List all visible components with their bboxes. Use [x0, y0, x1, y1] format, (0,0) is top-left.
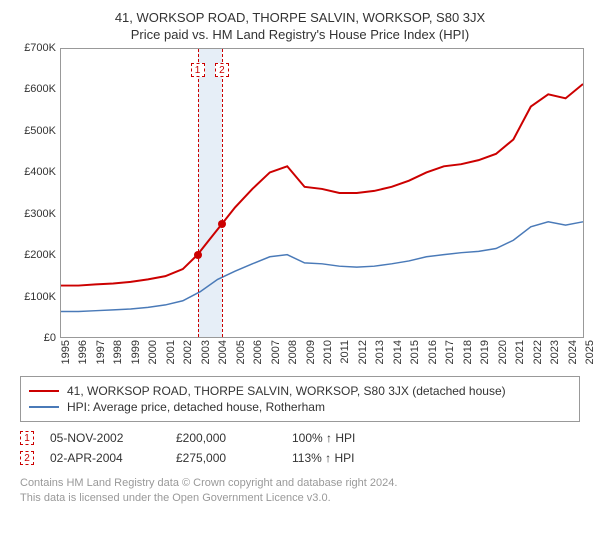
x-tick-label: 2015 [409, 340, 421, 364]
footer-line: This data is licensed under the Open Gov… [20, 491, 580, 506]
x-axis: 1995 1996 1997 1998 1999 2000 2001 2002 2003 2004… [60, 338, 584, 368]
chart: £0£100K£200K£300K£400K£500K£600K£700K 12… [16, 48, 584, 368]
y-tick-label: £600K [24, 83, 56, 95]
footer-line: Contains HM Land Registry data © Crown c… [20, 476, 580, 491]
event-date: 02-APR-2004 [50, 451, 160, 465]
title-block: 41, WORKSOP ROAD, THORPE SALVIN, WORKSOP… [16, 10, 584, 42]
legend-row: 41, WORKSOP ROAD, THORPE SALVIN, WORKSOP… [29, 383, 571, 399]
series-hpi [61, 222, 583, 312]
footer: Contains HM Land Registry data © Crown c… [20, 476, 580, 506]
y-tick-label: £300K [24, 208, 56, 220]
x-tick-label: 2006 [252, 340, 264, 364]
x-tick-label: 1997 [95, 340, 107, 364]
x-tick-label: 2008 [287, 340, 299, 364]
x-tick-label: 2021 [514, 340, 526, 364]
plot-area: 12 [60, 48, 584, 338]
x-tick-label: 2022 [532, 340, 544, 364]
x-tick-label: 1996 [77, 340, 89, 364]
y-tick-label: £100K [24, 291, 56, 303]
x-tick-label: 2002 [182, 340, 194, 364]
event-row: 1 05-NOV-2002 £200,000 100% ↑ HPI [20, 428, 580, 448]
x-tick-label: 2025 [584, 340, 596, 364]
event-chart-marker: 1 [191, 63, 205, 77]
x-tick-label: 2012 [357, 340, 369, 364]
chart-subtitle: Price paid vs. HM Land Registry's House … [16, 27, 584, 42]
event-price: £200,000 [176, 431, 276, 445]
chart-title: 41, WORKSOP ROAD, THORPE SALVIN, WORKSOP… [16, 10, 584, 25]
event-row: 2 02-APR-2004 £275,000 113% ↑ HPI [20, 448, 580, 468]
y-axis: £0£100K£200K£300K£400K£500K£600K£700K [16, 48, 60, 338]
legend-label: 41, WORKSOP ROAD, THORPE SALVIN, WORKSOP… [67, 384, 506, 398]
x-tick-label: 2005 [235, 340, 247, 364]
event-change: 113% ↑ HPI [292, 451, 354, 465]
x-tick-label: 2023 [549, 340, 561, 364]
x-tick-label: 2024 [567, 340, 579, 364]
data-point [194, 251, 202, 259]
event-vline [198, 49, 199, 337]
data-point [218, 220, 226, 228]
event-change: 100% ↑ HPI [292, 431, 355, 445]
x-tick-label: 2010 [322, 340, 334, 364]
x-tick-label: 2017 [444, 340, 456, 364]
legend-row: HPI: Average price, detached house, Roth… [29, 399, 571, 415]
x-tick-label: 2014 [392, 340, 404, 364]
x-tick-label: 2011 [339, 340, 351, 364]
y-tick-label: £700K [24, 42, 56, 54]
x-tick-label: 2019 [479, 340, 491, 364]
x-tick-label: 1998 [112, 340, 124, 364]
x-tick-label: 2018 [462, 340, 474, 364]
x-tick-label: 2020 [497, 340, 509, 364]
event-marker-icon: 2 [20, 451, 34, 465]
event-price: £275,000 [176, 451, 276, 465]
event-date: 05-NOV-2002 [50, 431, 160, 445]
x-tick-label: 2016 [427, 340, 439, 364]
x-tick-label: 2004 [217, 340, 229, 364]
x-tick-label: 2009 [305, 340, 317, 364]
x-tick-label: 2013 [374, 340, 386, 364]
event-marker-icon: 1 [20, 431, 34, 445]
y-tick-label: £500K [24, 125, 56, 137]
event-chart-marker: 2 [215, 63, 229, 77]
legend-swatch-hpi [29, 406, 59, 409]
y-tick-label: £400K [24, 166, 56, 178]
y-tick-label: £0 [44, 332, 56, 344]
legend-label: HPI: Average price, detached house, Roth… [67, 400, 325, 414]
legend-swatch-property [29, 390, 59, 393]
y-tick-label: £200K [24, 249, 56, 261]
x-tick-label: 2007 [270, 340, 282, 364]
events-table: 1 05-NOV-2002 £200,000 100% ↑ HPI 2 02-A… [20, 428, 580, 468]
x-tick-label: 1995 [60, 340, 72, 364]
x-tick-label: 1999 [130, 340, 142, 364]
event-vline [222, 49, 223, 337]
x-tick-label: 2000 [147, 340, 159, 364]
series-property [61, 84, 583, 286]
x-tick-label: 2001 [165, 340, 177, 364]
x-tick-label: 2003 [200, 340, 212, 364]
legend: 41, WORKSOP ROAD, THORPE SALVIN, WORKSOP… [20, 376, 580, 422]
